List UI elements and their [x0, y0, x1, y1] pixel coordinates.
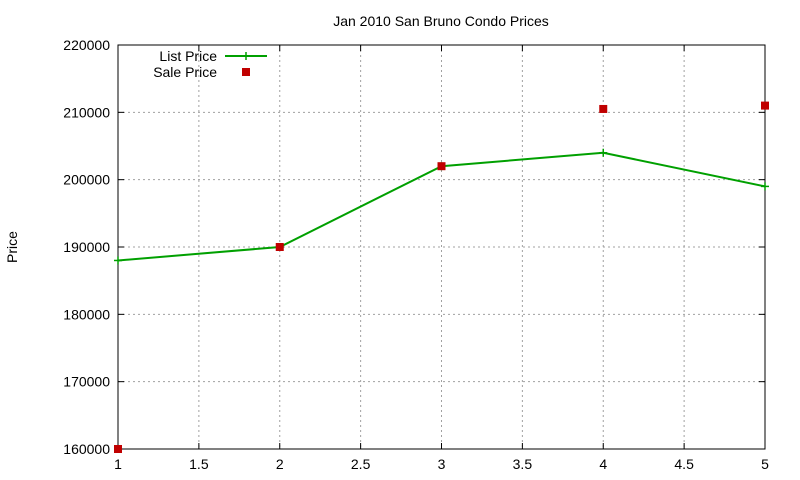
x-tick-label: 4	[599, 456, 607, 472]
y-tick-label: 210000	[63, 104, 110, 120]
legend-swatch-marker	[242, 68, 250, 76]
y-tick-label: 220000	[63, 37, 110, 53]
x-tick-label: 2	[276, 456, 284, 472]
sale-price-point	[114, 445, 122, 453]
x-tick-label: 2.5	[351, 456, 371, 472]
x-tick-label: 4.5	[674, 456, 694, 472]
list-price-point	[599, 148, 608, 157]
y-tick-label: 180000	[63, 306, 110, 322]
x-tick-label: 1.5	[189, 456, 209, 472]
legend-swatch-marker	[242, 52, 250, 60]
sale-price-point	[761, 101, 769, 110]
sale-price-point	[599, 104, 608, 113]
list-price-point	[114, 256, 122, 265]
x-tick-label: 1	[114, 456, 122, 472]
y-tick-label: 170000	[63, 374, 110, 390]
x-tick-label: 3.5	[513, 456, 533, 472]
y-axis-label: Price	[4, 231, 20, 263]
sale-price-point	[275, 243, 284, 251]
list-price-point	[761, 182, 769, 191]
y-tick-label: 160000	[63, 441, 110, 457]
grid	[118, 45, 765, 449]
legend-label: Sale Price	[153, 64, 217, 80]
sale-price-point	[437, 162, 446, 171]
chart-title: Jan 2010 San Bruno Condo Prices	[333, 13, 549, 29]
series-layer	[114, 101, 769, 453]
x-tick-label: 3	[438, 456, 446, 472]
x-tick-label: 5	[761, 456, 769, 472]
x-axis: 1 1.5 2 2.5 3 3.5 4 4.5 5	[114, 45, 769, 472]
y-axis: 160000 170000 180000 190000 200000 210000 2200…	[63, 37, 765, 457]
y-tick-label: 200000	[63, 172, 110, 188]
y-tick-label: 190000	[63, 239, 110, 255]
legend-label: List Price	[159, 48, 217, 64]
